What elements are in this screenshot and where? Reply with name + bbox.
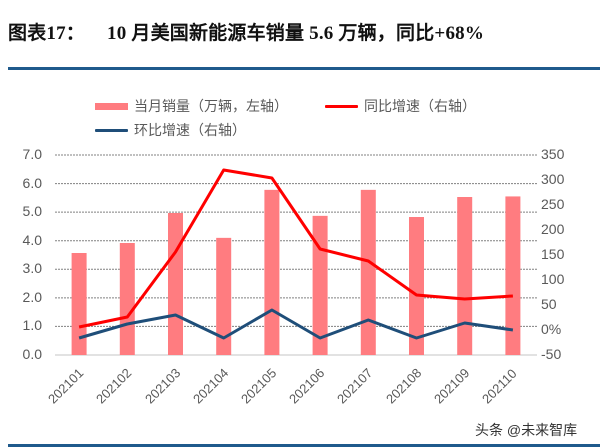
top-rule	[8, 67, 600, 70]
sales-bar	[168, 213, 183, 355]
legend-label-yoy: 同比增速（右轴）	[364, 98, 476, 114]
red-line-swatch-icon	[325, 104, 358, 108]
sales-bar	[360, 189, 376, 355]
bar-swatch-icon	[95, 102, 128, 110]
left-axis-tick-label: 1.0	[22, 317, 42, 334]
legend-item-mom: 环比增速（右轴）	[95, 120, 246, 140]
right-axis-tick-label: 50	[541, 296, 557, 312]
legend-item-sales: 当月销量（万辆，左轴）	[95, 96, 288, 116]
right-axis-tick-label: 0%	[541, 321, 562, 337]
right-axis-tick-label: -50	[541, 346, 562, 362]
right-axis-tick-label: 150	[541, 246, 565, 262]
sales-bar	[264, 189, 280, 355]
left-axis-tick-label: 3.0	[22, 260, 42, 277]
blue-line-swatch-icon	[95, 128, 128, 132]
mom-line	[78, 308, 514, 340]
bottom-rule	[8, 444, 600, 447]
figure-title: 图表17： 10 月美国新能源车销量 5.6 万辆，同比+68%	[8, 18, 484, 45]
right-axis-tick-label: 200	[541, 221, 565, 237]
right-axis-tick-label: 300	[541, 171, 565, 187]
left-axis-tick-label: 4.0	[22, 231, 42, 248]
watermark: 头条 @未来智库	[475, 422, 578, 438]
legend-label-mom: 环比增速（右轴）	[134, 122, 246, 138]
right-axis-tick-label: 100	[541, 271, 565, 287]
left-axis-tick-label: 7.0	[22, 146, 42, 162]
sales-bar	[505, 196, 521, 355]
sales-bar	[457, 197, 473, 355]
legend-item-yoy: 同比增速（右轴）	[325, 96, 476, 116]
yoy-line	[78, 168, 513, 329]
sales-bar	[409, 217, 424, 355]
figure-caption: 10 月美国新能源车销量 5.6 万辆，同比+68%	[107, 23, 485, 44]
right-axis-tick-label: 350	[541, 146, 565, 162]
right-axis-tick-label: 250	[541, 196, 565, 212]
left-axis-tick-label: 5.0	[22, 203, 42, 220]
sales-bar	[216, 237, 232, 355]
left-axis-tick-label: 2.0	[22, 288, 42, 305]
legend-label-sales: 当月销量（万辆，左轴）	[134, 98, 288, 114]
sales-bar	[71, 253, 87, 355]
left-axis-tick-label: 0.0	[22, 346, 42, 362]
left-axis-tick-label: 6.0	[22, 174, 42, 191]
sales-bar	[119, 243, 135, 355]
figure-number: 图表17：	[8, 23, 86, 44]
